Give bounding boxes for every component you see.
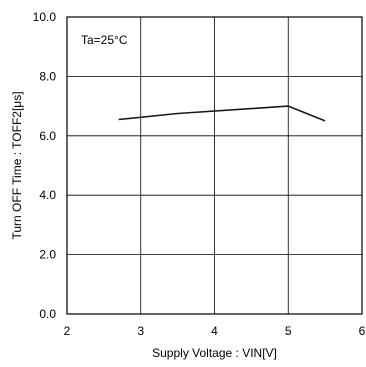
x-tick-label: 4 <box>211 324 218 338</box>
y-tick-label: 2.0 <box>39 248 56 262</box>
x-axis-label: Supply Voltage : VIN[V] <box>152 346 277 360</box>
x-tick-label: 5 <box>285 324 292 338</box>
y-tick-label: 8.0 <box>39 69 56 83</box>
y-tick-label: 6.0 <box>39 129 56 143</box>
grid <box>67 17 362 314</box>
y-tick-label: 0.0 <box>39 307 56 321</box>
plot-frame <box>66 16 363 315</box>
series-layer <box>118 105 326 122</box>
temperature-annotation: Ta=25°C <box>81 33 128 47</box>
x-tick-label: 2 <box>64 324 71 338</box>
y-tick-label: 4.0 <box>39 188 56 202</box>
y-axis-label: Turn OFF Time : TOFF2[μs] <box>10 91 24 239</box>
y-tick-labels: 0.0 2.0 4.0 6.0 8.0 10.0 <box>33 10 57 321</box>
y-tick-label: 10.0 <box>33 10 57 24</box>
x-tick-label: 6 <box>359 324 366 338</box>
x-tick-labels: 2 3 4 5 6 <box>64 324 366 338</box>
series-line <box>118 105 326 122</box>
x-tick-label: 3 <box>137 324 144 338</box>
